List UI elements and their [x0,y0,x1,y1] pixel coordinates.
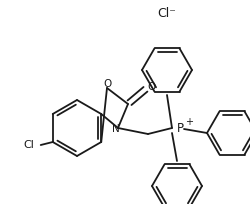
Text: Cl: Cl [23,140,34,150]
Text: O: O [104,79,112,89]
Text: P: P [176,122,184,135]
Text: O: O [148,82,156,92]
Text: Cl⁻: Cl⁻ [157,7,176,20]
Text: N: N [112,124,120,134]
Text: +: + [185,117,193,127]
